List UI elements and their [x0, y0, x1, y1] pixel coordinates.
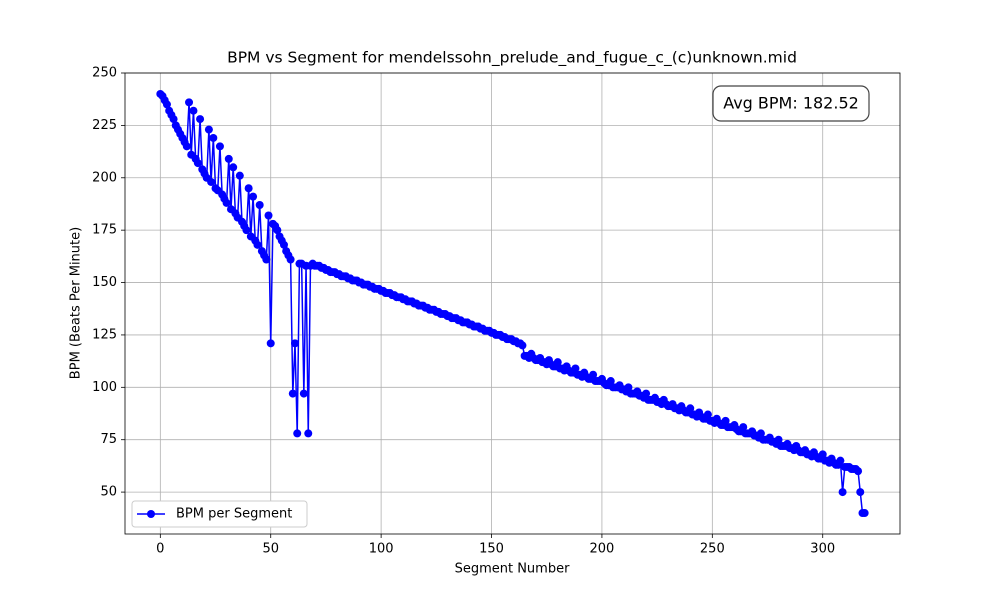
legend-label: BPM per Segment	[176, 507, 292, 522]
point	[169, 115, 178, 124]
point	[293, 429, 302, 438]
point	[185, 98, 194, 107]
point	[836, 456, 845, 465]
point	[518, 341, 527, 350]
point	[606, 377, 615, 386]
point	[856, 488, 865, 497]
point	[860, 509, 869, 518]
point	[215, 142, 224, 151]
point	[222, 198, 231, 207]
point	[838, 488, 847, 497]
y-tick-label: 50	[100, 485, 117, 500]
point	[774, 435, 783, 444]
y-tick-label: 125	[92, 327, 117, 342]
point	[299, 389, 308, 398]
point	[266, 339, 275, 348]
point	[182, 142, 191, 151]
point	[193, 159, 202, 168]
plot-frame	[124, 72, 901, 535]
y-axis-label: BPM (Beats Per Minute)	[69, 227, 84, 379]
point	[624, 383, 633, 392]
point	[288, 389, 297, 398]
point	[571, 364, 580, 373]
point	[686, 404, 695, 413]
point	[162, 100, 171, 109]
point	[589, 370, 598, 379]
point	[262, 255, 271, 264]
point	[273, 226, 282, 235]
point	[264, 211, 273, 220]
point	[224, 154, 233, 163]
point	[304, 429, 313, 438]
point	[642, 389, 651, 398]
y-tick-label: 250	[92, 66, 117, 81]
point	[207, 177, 216, 186]
point	[255, 201, 264, 210]
point	[196, 115, 205, 124]
chart-title: BPM vs Segment for mendelssohn_prelude_a…	[227, 49, 797, 68]
point	[204, 125, 213, 134]
y-tick-label: 175	[92, 223, 117, 238]
point	[818, 450, 827, 459]
point	[291, 339, 300, 348]
point	[279, 240, 288, 249]
series-line	[159, 93, 865, 514]
x-tick-label: 100	[369, 542, 394, 557]
point	[209, 133, 218, 142]
point	[229, 163, 238, 172]
x-tick-label: 300	[810, 542, 835, 557]
point	[249, 192, 258, 201]
point	[253, 240, 262, 249]
point	[739, 423, 748, 432]
point	[703, 410, 712, 419]
annotation-box	[712, 85, 870, 122]
plot	[156, 89, 869, 518]
point	[756, 429, 765, 438]
point	[189, 106, 198, 115]
y-tick-label: 150	[92, 275, 117, 290]
y-tick-label: 200	[92, 170, 117, 185]
point	[235, 171, 244, 180]
x-tick-label: 50	[262, 542, 279, 557]
x-tick-label: 200	[590, 542, 615, 557]
legend-box	[131, 500, 308, 528]
x-tick-label: 250	[700, 542, 725, 557]
y-tick-label: 75	[100, 432, 117, 447]
x-tick-label: 0	[156, 542, 164, 557]
point	[854, 467, 863, 476]
y-tick-label: 225	[92, 118, 117, 133]
legend: BPM per Segment	[137, 507, 292, 522]
legend-marker	[147, 510, 155, 518]
point	[553, 358, 562, 367]
point	[721, 416, 730, 425]
point	[286, 255, 295, 264]
point	[244, 184, 253, 193]
x-tick-label: 150	[479, 542, 504, 557]
annotation: Avg BPM: 182.52	[723, 94, 859, 113]
point	[242, 226, 251, 235]
y-tick-label: 100	[92, 380, 117, 395]
x-axis-label: Segment Number	[455, 562, 571, 577]
